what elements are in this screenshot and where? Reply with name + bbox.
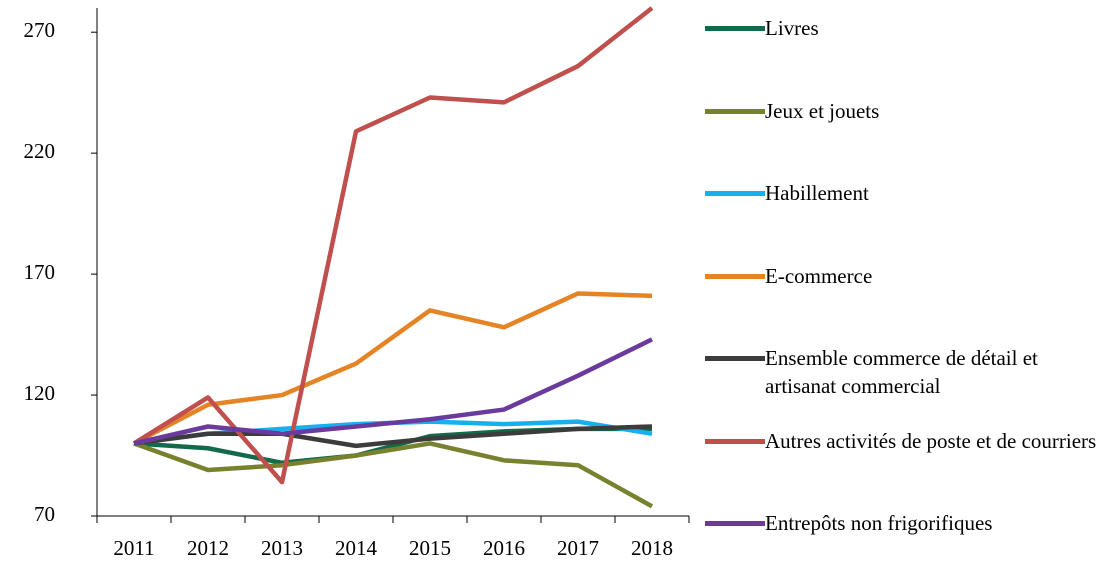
x-tick-label: 2018 — [631, 536, 673, 560]
y-tick-label: 220 — [24, 139, 56, 163]
legend-item: Jeux et jouets — [705, 97, 1105, 125]
x-tick-label: 2017 — [557, 536, 599, 560]
legend-swatch — [705, 521, 765, 526]
legend-swatch — [705, 191, 765, 196]
y-tick-label: 170 — [24, 260, 56, 284]
y-tick-label: 270 — [24, 18, 56, 42]
legend-label: Habillement — [765, 181, 869, 205]
legend-item: Habillement — [705, 179, 1105, 207]
legend-label: Ensemble commerce de détail et artisanat… — [765, 346, 1038, 398]
legend-label: E-commerce — [765, 263, 873, 288]
series-line — [133, 441, 654, 509]
legend-label: Autres activités de poste et de courrier… — [765, 428, 1097, 453]
legend-swatch — [705, 438, 765, 444]
legend-swatch — [705, 356, 765, 361]
series-line — [133, 424, 653, 449]
legend-item: Ensemble commerce de détail et artisanat… — [705, 344, 1105, 400]
series-line — [132, 291, 653, 446]
series-line — [133, 337, 653, 446]
x-tick-label: 2015 — [409, 536, 451, 560]
legend-item: Autres activités de poste et de courrier… — [705, 427, 1105, 455]
legend-swatch — [705, 273, 765, 279]
x-tick-label: 2014 — [335, 536, 378, 560]
x-tick-label: 2012 — [187, 536, 229, 560]
y-tick-label: 120 — [24, 381, 56, 405]
legend-swatch — [705, 108, 765, 114]
legend-label: Livres — [765, 16, 819, 40]
legend-item: Entrepôts non frigorifiques — [705, 509, 1105, 537]
series-line — [132, 6, 654, 485]
legend-label: Entrepôts non frigorifiques — [765, 511, 993, 535]
chart: 70 120 170 220 270 2011 2012 2013 2014 2015 2016 20… — [24, 6, 690, 560]
legend-label: Jeux et jouets — [765, 98, 880, 123]
legend-swatch — [705, 26, 765, 31]
x-tick-label: 2016 — [483, 536, 525, 560]
legend-item: E-commerce — [705, 262, 1105, 290]
legend-item: Livres — [705, 14, 1105, 42]
x-tick-label: 2011 — [113, 536, 154, 560]
y-tick-label: 70 — [34, 502, 55, 526]
x-tick-label: 2013 — [261, 536, 303, 560]
